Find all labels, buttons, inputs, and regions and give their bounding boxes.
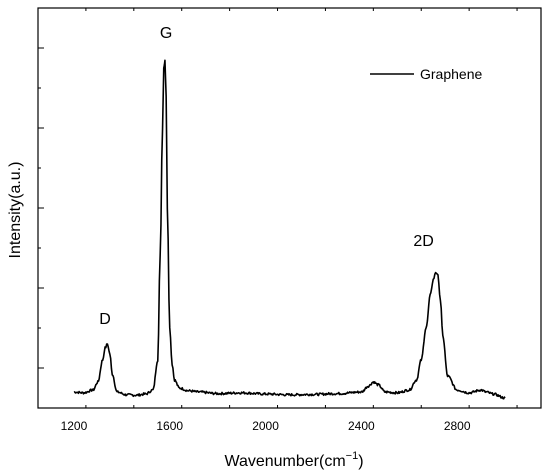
x-axis-label-close: )	[358, 453, 363, 470]
x-axis-label-superscript: −1	[346, 450, 359, 462]
legend-label-graphene: Graphene	[420, 66, 482, 82]
peak-label-d: D	[99, 311, 111, 328]
peak-label-2d: 2D	[413, 233, 433, 250]
peak-label-g: G	[160, 25, 172, 42]
x-axis-label-text: Wavenumber(cm	[224, 453, 345, 470]
x-tick-label: 2800	[444, 419, 471, 433]
y-axis-label: Intensity(a.u.)	[7, 162, 24, 259]
x-tick-label: 1200	[61, 419, 88, 433]
ticks: 1200 1600 2000 2400 2800	[37, 7, 518, 433]
x-tick-label: 2400	[348, 419, 375, 433]
x-tick-label: 1600	[156, 419, 183, 433]
x-axis-label: Wavenumber(cm−1)	[224, 450, 363, 470]
series-layer	[73, 59, 506, 400]
legend: Graphene	[370, 66, 482, 82]
annotation-layer: D G 2D	[99, 25, 434, 328]
series-line-graphene	[73, 59, 506, 400]
x-tick-label: 2000	[252, 419, 279, 433]
